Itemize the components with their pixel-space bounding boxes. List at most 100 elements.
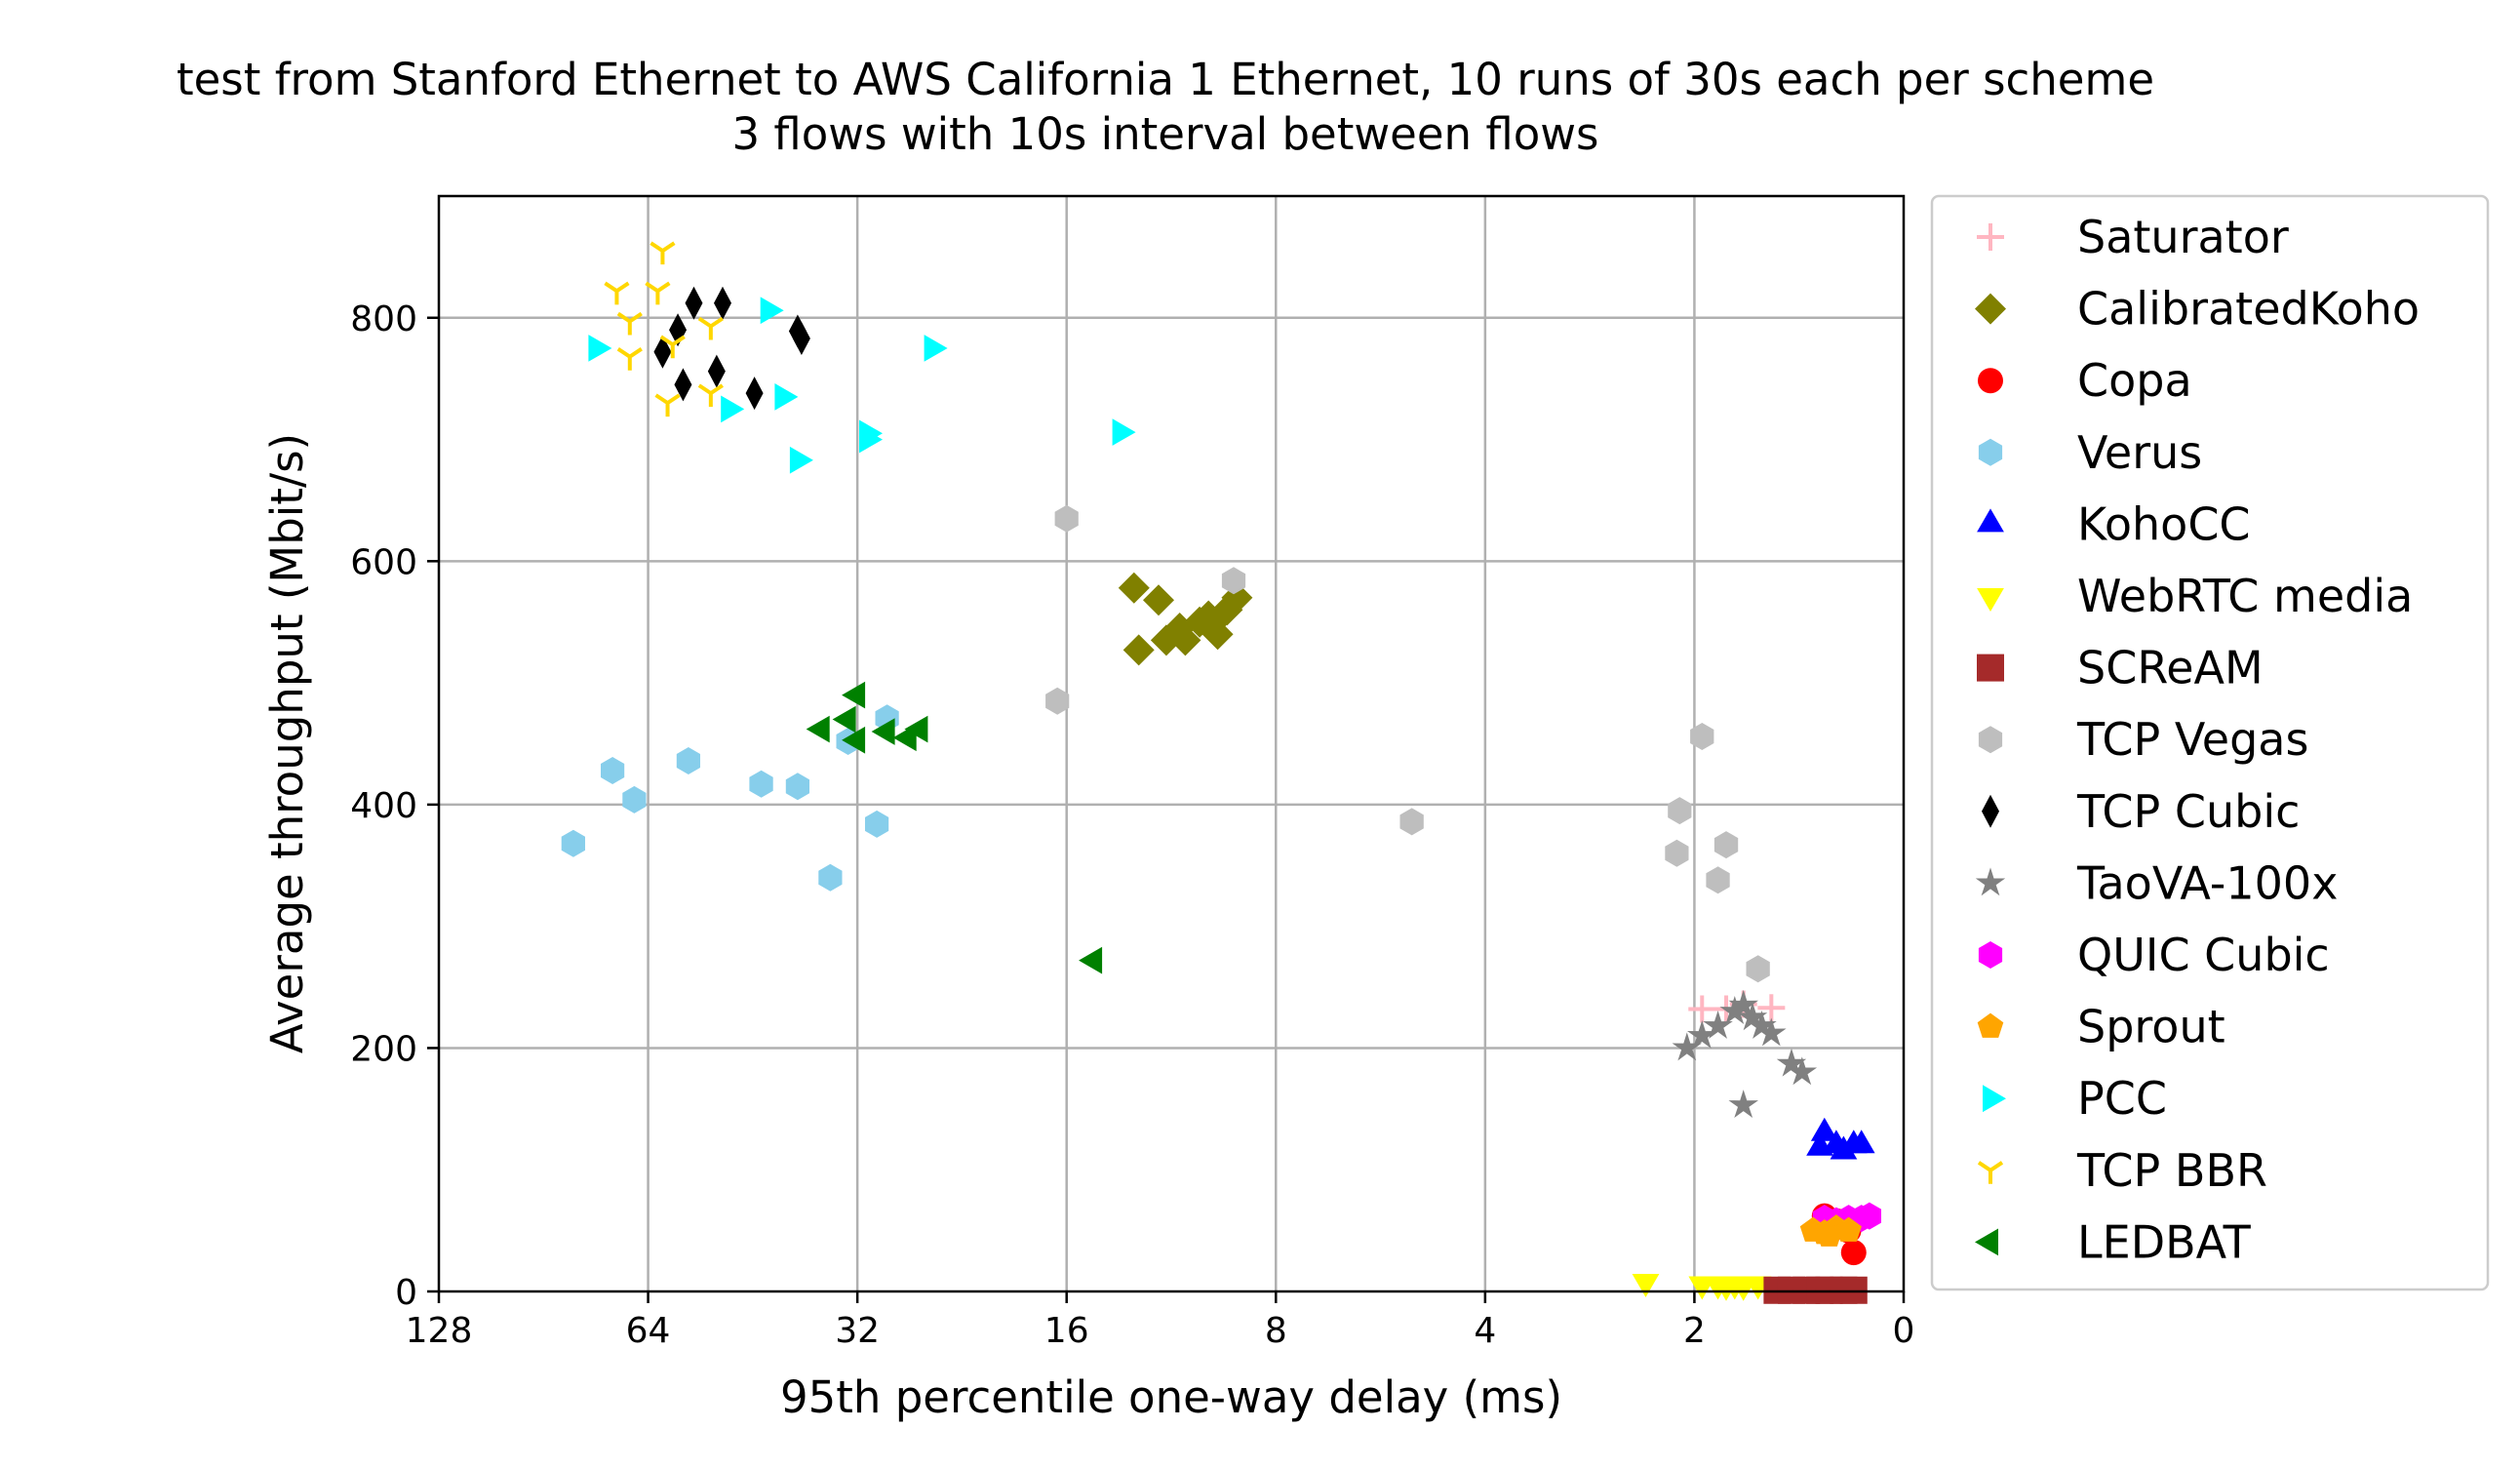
data-point [760,297,784,325]
data-point [659,335,686,359]
legend-label: TaoVA-100x [2076,856,2338,909]
x-axis-ticks: 128 64 32 16 8 4 2 0 [406,1291,1915,1351]
data-point [832,705,856,734]
data-point [774,383,799,411]
data-point [1668,797,1692,825]
data-point [1045,687,1070,715]
legend-item: TCP Cubic [1982,785,2300,838]
legend-marker [1978,726,2003,754]
data-point [1757,994,1786,1022]
data-point [1847,1130,1875,1154]
data-point [650,241,676,265]
data-point [1776,1048,1807,1077]
plot-frame [437,194,1906,1293]
data-point [1806,1131,1833,1156]
data-point [785,773,809,801]
legend-item: Copa [1978,354,2192,407]
legend-label: TCP BBR [2076,1144,2267,1197]
legend-marker [1975,867,2006,896]
data-point [653,335,672,369]
data-point [904,715,928,743]
y-tick-label: 200 [350,1029,417,1069]
series-webrtc-media [1632,1274,1772,1301]
data-point [1835,1216,1862,1242]
x-tick-label: 64 [626,1311,671,1351]
data-point [1122,634,1155,666]
data-point [1201,618,1234,651]
legend-marker [1977,654,2004,682]
y-tick-label: 400 [350,786,417,826]
legend-item: KohoCC [1977,497,2251,550]
data-points [561,241,1881,1304]
legend-item: PCC [1983,1072,2167,1125]
series-tcp-vegas [1045,504,1770,983]
y-tick-label: 600 [350,542,417,582]
series-tcp-cubic [653,286,810,411]
data-point [924,335,948,362]
legend-label: QUIC Cubic [2077,929,2330,981]
legend-item: QUIC Cubic [1978,929,2330,981]
series-kohocc [1806,1117,1875,1160]
y-tick-label: 0 [395,1273,417,1313]
data-point [842,726,866,754]
legend-label: Verus [2077,426,2202,479]
data-point [1737,1002,1768,1031]
x-tick-label: 32 [835,1311,880,1351]
data-point [697,316,724,340]
data-point [561,829,585,857]
legend-item: WebRTC media [1977,570,2413,622]
data-point [1118,572,1150,604]
data-point [674,368,692,402]
data-point [1112,418,1136,446]
y-axis-label: Average throughput (Mbit/s) [261,433,313,1053]
legend-marker [1977,223,2004,251]
data-point [1840,1240,1867,1266]
data-point [654,393,681,417]
legend-item: TCP BBR [1977,1144,2267,1197]
legend-marker [1978,941,2003,969]
legend-label: LEDBAT [2077,1215,2252,1268]
legend-marker [1978,368,2003,394]
legend-label: Copa [2077,354,2192,407]
legend-item: CalibratedKoho [1975,283,2420,336]
y-tick-label: 800 [350,299,417,339]
data-point [789,446,813,474]
legend-label: Sprout [2077,1001,2225,1053]
data-point [1756,1017,1787,1047]
data-point [1747,1011,1777,1039]
data-point [1787,1056,1818,1086]
data-point [645,281,671,305]
legend-label: WebRTC media [2077,570,2413,622]
data-point [818,863,843,892]
legend-marker [1975,293,2006,325]
data-point [1746,955,1770,983]
legend-marker [1975,1228,1998,1256]
series-pcc [588,297,1136,474]
data-point [1703,1011,1733,1039]
data-point [601,757,625,784]
series-verus [561,704,899,892]
series-ledbat [806,681,1103,974]
data-point [604,281,630,305]
legend-label: CalibratedKoho [2077,283,2420,336]
legend-marker [1983,1085,2006,1113]
data-point [1690,723,1714,750]
data-point [1054,504,1079,533]
chart-title-line-1: test from Stanford Ethernet to AWS Calif… [177,54,2154,105]
data-point [1687,1020,1717,1049]
x-tick-label: 2 [1683,1311,1706,1351]
x-tick-label: 0 [1893,1311,1915,1351]
legend-label: PCC [2077,1072,2167,1125]
data-point [622,785,647,813]
data-point [859,425,883,454]
data-point [1665,839,1689,867]
data-point [1688,995,1716,1023]
data-point [1810,1117,1838,1141]
legend-item: Saturator [1977,211,2289,263]
series-sprout [1799,1214,1862,1247]
data-point [1143,584,1174,616]
legend-marker [1977,508,2004,533]
data-point [1221,567,1246,595]
data-point [1632,1274,1660,1297]
data-point [745,377,764,411]
